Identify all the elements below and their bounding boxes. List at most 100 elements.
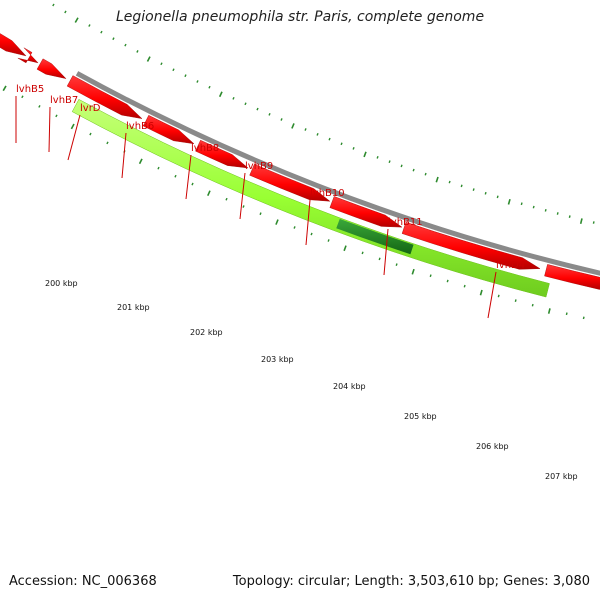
tick-mark-lower (507, 198, 511, 205)
gene-arrow[interactable] (17, 47, 39, 64)
tick-mark-lower (388, 160, 391, 164)
tick-mark-lower (412, 168, 415, 172)
tick-mark-upper (531, 303, 534, 307)
tick-mark-lower (400, 164, 403, 168)
gene-label[interactable]: lvhD4 (496, 260, 525, 271)
gene-label[interactable]: lvhB6 (126, 121, 154, 132)
tick-mark-lower (316, 132, 319, 136)
tick-mark-lower (268, 112, 271, 116)
tick-mark-upper (361, 251, 364, 255)
tick-mark-upper (106, 141, 109, 145)
tick-mark-lower (328, 137, 331, 141)
gene-arrow[interactable] (0, 23, 27, 57)
tick-mark-upper (327, 239, 330, 242)
tick-mark-lower (208, 85, 211, 89)
genome-summary-text: Topology: circular; Length: 3,503,610 bp… (232, 574, 590, 589)
scale-label: 202 kbp (190, 328, 223, 337)
accession-text: Accession: NC_006368 (9, 574, 157, 589)
label-leader-line (48, 106, 51, 153)
gene-label[interactable]: lvhB11 (388, 217, 423, 228)
tick-mark-lower (232, 96, 235, 100)
tick-mark-upper (310, 232, 313, 236)
gene-label[interactable]: lvhB5 (16, 84, 44, 95)
gene-track (0, 23, 600, 290)
tick-mark-lower (568, 215, 571, 218)
tick-mark-lower (484, 191, 487, 195)
scale-label: 200 kbp (45, 279, 78, 288)
backbone-arc (75, 71, 600, 276)
gene-arrow[interactable] (544, 264, 600, 290)
label-leader-line (121, 132, 127, 179)
tick-mark-lower (172, 68, 175, 72)
scale-label: 204 kbp (333, 382, 366, 391)
tick-mark-lower (340, 142, 343, 146)
gene-label[interactable]: lvhB9 (245, 161, 273, 172)
tick-mark-lower (184, 74, 187, 78)
tick-mark-upper (191, 182, 194, 186)
tick-mark-lower (544, 209, 547, 212)
tick-mark-upper (207, 190, 211, 196)
tick-marks-upper (2, 85, 585, 320)
tick-mark-upper (446, 279, 449, 283)
tick-mark-upper (497, 294, 500, 298)
tick-mark-upper (378, 257, 381, 261)
gene-arrow[interactable] (36, 58, 67, 79)
gene-label[interactable]: lvrD (80, 103, 101, 114)
tick-mark-lower (146, 56, 151, 62)
tick-mark-upper (565, 312, 568, 316)
tick-mark-lower (424, 172, 427, 176)
tick-mark-lower (435, 176, 439, 183)
tick-mark-lower (88, 24, 91, 27)
tick-mark-lower (196, 80, 199, 83)
tick-mark-lower (472, 188, 475, 191)
tick-mark-upper (479, 289, 483, 296)
label-leader-line (185, 154, 192, 200)
tick-mark-upper (275, 219, 279, 225)
scale-labels: 200 kbp 201 kbp 202 kbp 203 kbp 204 kbp 205 k… (45, 279, 578, 481)
tick-mark-upper (463, 284, 466, 288)
tick-mark-upper (55, 114, 58, 118)
tick-mark-lower (291, 123, 295, 129)
tick-mark-upper (2, 85, 7, 92)
gene-arrow[interactable] (143, 115, 195, 145)
tick-mark-upper (138, 158, 143, 165)
scale-label: 203 kbp (261, 355, 294, 364)
label-leader-line (239, 172, 246, 220)
tick-mark-lower (112, 37, 115, 41)
genome-backbone (75, 71, 600, 276)
tick-mark-upper (293, 226, 296, 229)
tick-mark-lower (448, 180, 451, 184)
scale-label: 205 kbp (404, 412, 437, 421)
scale-label: 206 kbp (476, 442, 509, 451)
tick-marks-lower (52, 3, 595, 224)
feature-band-highlight (336, 218, 414, 255)
gene-label[interactable]: lvhB10 (310, 188, 345, 199)
gene-label[interactable]: lvhB7 (50, 95, 78, 106)
tick-mark-upper (38, 105, 41, 108)
tick-mark-lower (124, 43, 127, 47)
gene-arrow[interactable] (249, 163, 331, 202)
tick-mark-lower (376, 155, 379, 159)
feature-band (71, 99, 550, 298)
feature-track (71, 99, 550, 298)
tick-mark-upper (242, 205, 245, 208)
tick-mark-upper (343, 245, 347, 252)
tick-mark-lower (592, 221, 595, 224)
gene-arrow[interactable] (195, 139, 249, 169)
tick-mark-lower (256, 107, 259, 111)
gene-arrow[interactable] (329, 196, 403, 228)
tick-mark-lower (218, 91, 223, 98)
tick-mark-lower (363, 151, 367, 158)
gene-arrow[interactable] (401, 221, 541, 270)
tick-mark-upper (429, 274, 432, 278)
tick-mark-lower (556, 212, 559, 215)
label-leader-line (305, 199, 311, 246)
tick-mark-upper (70, 123, 75, 130)
tick-mark-upper (582, 316, 585, 320)
tick-mark-upper (259, 212, 262, 216)
gene-arrow[interactable] (66, 75, 143, 119)
gene-label[interactable]: lvhB8 (191, 143, 219, 154)
tick-mark-lower (74, 17, 79, 23)
